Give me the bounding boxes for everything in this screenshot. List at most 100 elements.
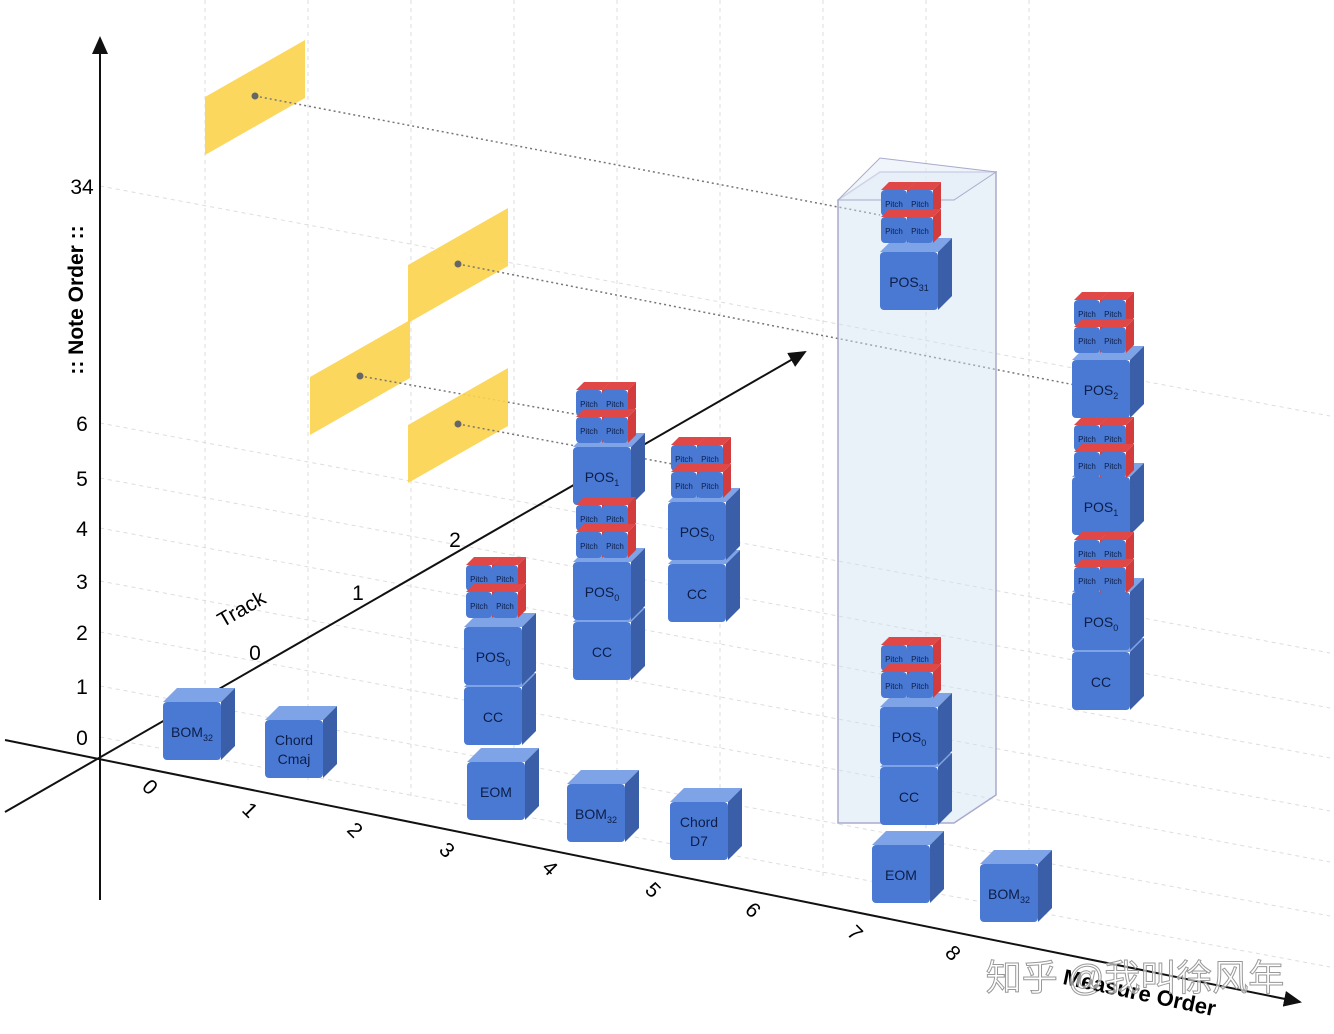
pitch-label: Pitch xyxy=(675,482,693,491)
cube-top xyxy=(602,497,636,505)
cube-front xyxy=(573,447,631,505)
cube-side xyxy=(938,693,952,765)
cube-front xyxy=(668,502,726,560)
block-label-sub: 1 xyxy=(1113,508,1118,518)
cube-top xyxy=(1100,417,1134,425)
cube: Pitch xyxy=(602,409,636,443)
cube-front xyxy=(573,622,631,680)
cube-side xyxy=(933,664,941,698)
block-label-main: POS xyxy=(889,274,919,290)
pitch-label: Pitch xyxy=(580,427,598,436)
cube-top xyxy=(602,409,636,417)
pitch-label: Pitch xyxy=(911,655,929,664)
cube-side xyxy=(628,382,636,416)
cube-side xyxy=(1126,417,1134,451)
block-label-main: POS xyxy=(585,584,615,600)
pitch-label: Pitch xyxy=(470,575,488,584)
cube: CC xyxy=(668,550,740,622)
cube: POS0 xyxy=(573,548,645,620)
block-label-main: BOM xyxy=(171,724,203,740)
cube-side xyxy=(522,673,536,745)
pitch-label: Pitch xyxy=(701,482,719,491)
cube-front xyxy=(668,564,726,622)
cube-side xyxy=(938,753,952,825)
cube-top xyxy=(1100,444,1134,452)
cube-front xyxy=(697,472,723,498)
cube-top xyxy=(671,464,705,472)
cube-front xyxy=(881,672,907,698)
cube-top xyxy=(881,637,915,645)
block-label: EOM xyxy=(480,784,512,800)
block-label: POS2 xyxy=(1084,382,1119,401)
cube-top xyxy=(1100,559,1134,567)
block-label: POS1 xyxy=(1084,499,1119,518)
pitch-label: Pitch xyxy=(580,515,598,524)
cube-front xyxy=(1074,567,1100,593)
cube-side xyxy=(933,209,941,243)
cube-side xyxy=(1126,292,1134,326)
cube-top xyxy=(1074,319,1108,327)
cube-top xyxy=(907,637,941,645)
cube-front xyxy=(265,720,323,778)
cube-front xyxy=(573,562,631,620)
note-dot xyxy=(454,260,462,268)
cube-side xyxy=(628,497,636,531)
cube-front xyxy=(1072,360,1130,418)
cube-front xyxy=(1072,477,1130,535)
cube-top xyxy=(881,664,915,672)
block-label-main: BOM xyxy=(988,886,1020,902)
note-dot xyxy=(454,420,462,428)
cube-front xyxy=(907,217,933,243)
cube: Pitch xyxy=(907,664,941,698)
block-label-main: POS xyxy=(1084,614,1114,630)
cube: Chord Cmaj xyxy=(265,706,337,778)
block-label-main: BOM xyxy=(575,806,607,822)
pitch-label: Pitch xyxy=(1078,462,1096,471)
block-label-main: CC xyxy=(1091,674,1111,690)
x-tick-label: 4 xyxy=(537,856,562,881)
pitch-label: Pitch xyxy=(885,682,903,691)
cube-front xyxy=(1074,452,1100,478)
x-tick-label: 3 xyxy=(434,838,459,863)
x-tick-label: 7 xyxy=(842,921,867,946)
cube-front xyxy=(1074,327,1100,353)
pitch-label: Pitch xyxy=(1078,577,1096,586)
cube-top xyxy=(670,788,742,802)
cube-top xyxy=(576,409,610,417)
block-label-sub: 0 xyxy=(921,738,926,748)
cube-top xyxy=(1074,292,1108,300)
track-axis xyxy=(4,351,807,813)
track-tick-label: 0 xyxy=(249,642,261,665)
cube-top xyxy=(671,437,705,445)
pitch-label: Pitch xyxy=(1104,577,1122,586)
cube-side xyxy=(518,557,526,591)
block-label-sub: 2 xyxy=(1113,391,1118,401)
cube-side xyxy=(1130,346,1144,418)
cube-side xyxy=(1130,463,1144,535)
cube: POS0 xyxy=(464,613,536,685)
cube-side xyxy=(723,437,731,471)
pitch-label: Pitch xyxy=(1104,310,1122,319)
block-label: POS0 xyxy=(680,524,715,543)
pitch-label: Pitch xyxy=(911,227,929,236)
pitch-label: Pitch xyxy=(1078,435,1096,444)
block-label: POS0 xyxy=(892,729,927,748)
cube-top xyxy=(265,706,337,720)
cube-top xyxy=(492,557,526,565)
note-dot xyxy=(356,372,364,380)
cube-top xyxy=(1074,532,1108,540)
cube-front xyxy=(1072,592,1130,650)
cube-side xyxy=(625,770,639,842)
cube-front xyxy=(1100,327,1126,353)
block-label: EOM xyxy=(885,867,917,883)
pitch-label: Pitch xyxy=(885,200,903,209)
cube: Pitch xyxy=(1100,319,1134,353)
cube-front xyxy=(880,707,938,765)
block-label: Chord xyxy=(680,814,718,830)
cube-side xyxy=(518,584,526,618)
cube: POS1 xyxy=(573,433,645,505)
pitch-label: Pitch xyxy=(1104,435,1122,444)
pitch-label: Pitch xyxy=(606,542,624,551)
cube-top xyxy=(466,557,500,565)
cube: POS0 xyxy=(880,693,952,765)
